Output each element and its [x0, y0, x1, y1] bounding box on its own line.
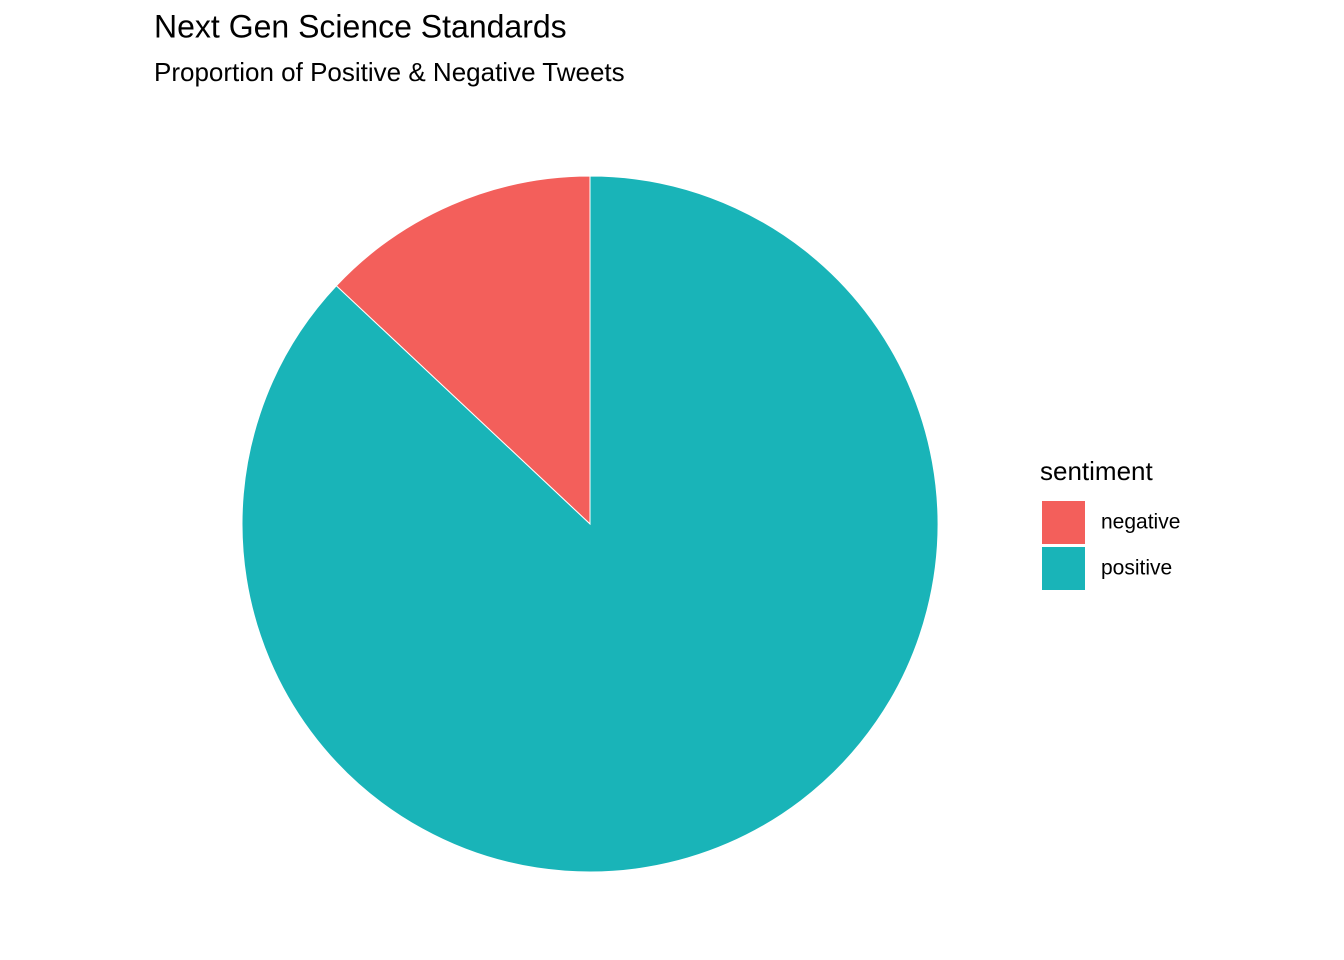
chart-subtitle: Proportion of Positive & Negative Tweets: [154, 57, 625, 87]
legend-title: sentiment: [1040, 456, 1153, 486]
chart-title: Next Gen Science Standards: [154, 8, 567, 44]
pie-slice: [241, 175, 939, 873]
legend-label: positive: [1101, 557, 1172, 580]
legend-key: [1042, 501, 1085, 544]
pie-slice: [335, 175, 591, 526]
legend-key: [1042, 547, 1085, 590]
legend-label: negative: [1101, 511, 1180, 534]
